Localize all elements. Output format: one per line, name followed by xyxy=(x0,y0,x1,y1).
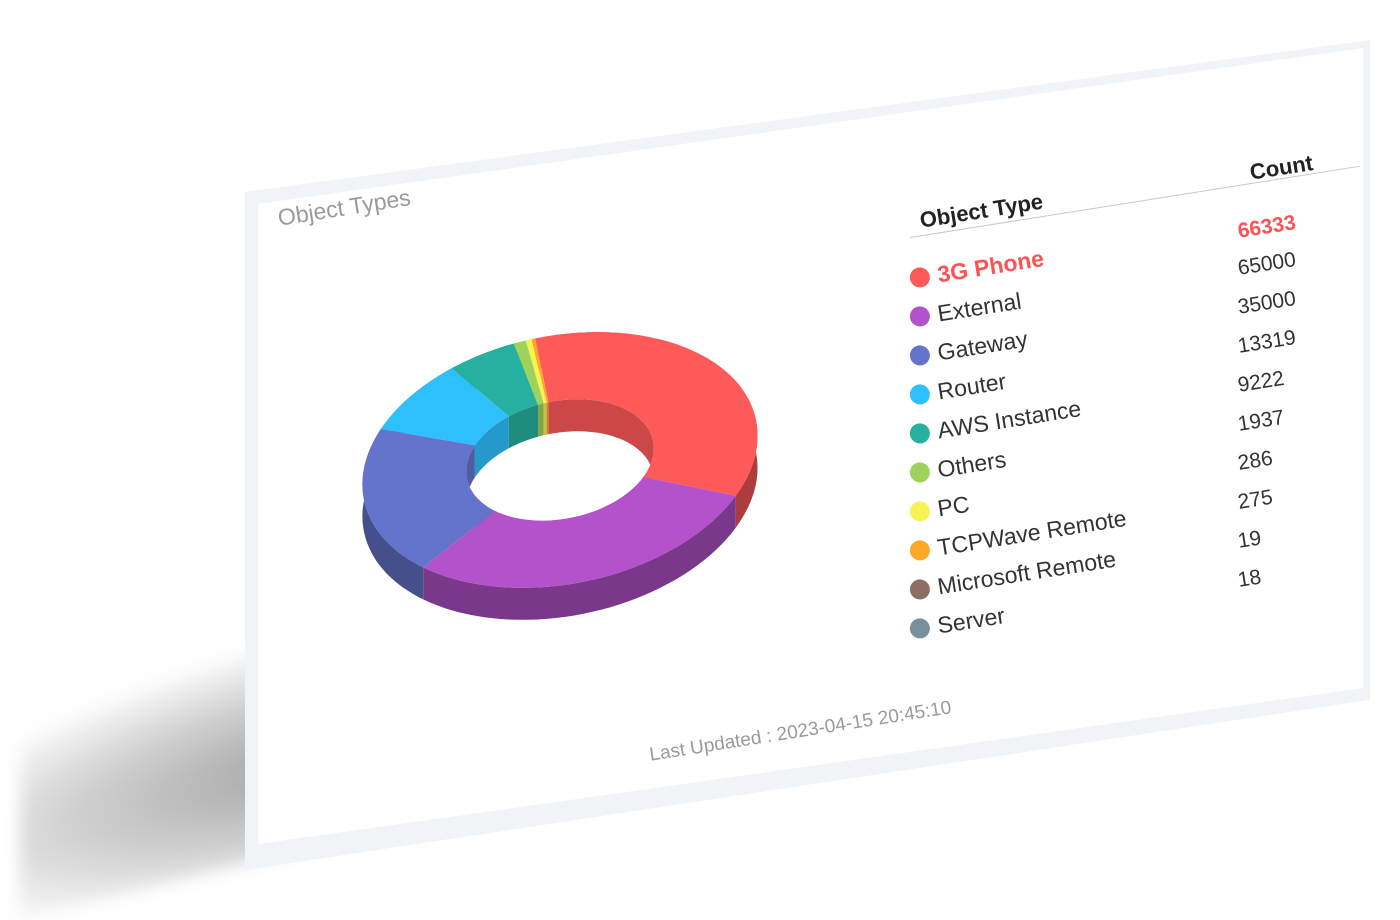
slice-inner-tcpwave-remote xyxy=(546,402,549,435)
legend-dot-3g-phone xyxy=(908,265,932,289)
slice-pc[interactable] xyxy=(525,339,547,404)
slice-inner-3g-phone xyxy=(548,399,654,509)
slice-aws-instance[interactable] xyxy=(452,343,538,417)
object-types-donut-chart xyxy=(362,332,758,620)
slice-tcpwave-remote[interactable] xyxy=(531,338,549,403)
slice-side-external xyxy=(423,495,736,620)
slice-gateway[interactable] xyxy=(362,429,495,568)
slice-others[interactable] xyxy=(513,340,544,405)
slice-3g-phone[interactable] xyxy=(535,332,758,496)
legend-dot-external xyxy=(908,304,932,328)
legend-dot-pc xyxy=(908,499,932,523)
legend-dot-gateway xyxy=(908,343,932,367)
count-tcpwave-remote: 19 xyxy=(1236,526,1263,553)
legend-dot-router xyxy=(908,382,932,406)
slice-inner-pc xyxy=(543,402,547,436)
slice-inner-others xyxy=(538,403,544,437)
slice-side-gateway xyxy=(362,429,424,600)
legend-dot-tcpwave-remote xyxy=(908,538,932,562)
slice-inner-aws-instance xyxy=(508,404,538,449)
slice-router[interactable] xyxy=(380,368,509,446)
legend-dot-others xyxy=(908,460,932,484)
slice-external[interactable] xyxy=(423,477,736,588)
slice-inner-router xyxy=(474,416,509,478)
legend-label-pc: PC xyxy=(935,490,972,521)
legend-dot-aws-instance xyxy=(908,421,932,445)
legend-dot-microsoft-remote xyxy=(908,577,932,601)
legend-dot-server xyxy=(908,616,932,640)
count-microsoft-remote: 18 xyxy=(1236,565,1263,592)
